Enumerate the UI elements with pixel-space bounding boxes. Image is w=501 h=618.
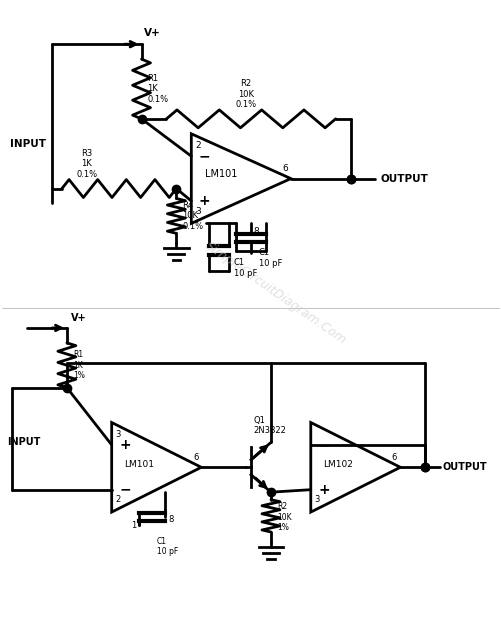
Text: −: − bbox=[318, 438, 329, 452]
Text: LM101: LM101 bbox=[124, 460, 154, 469]
Text: 3: 3 bbox=[195, 207, 200, 216]
Text: 3: 3 bbox=[115, 430, 121, 439]
Text: 1: 1 bbox=[233, 234, 239, 243]
Text: 8: 8 bbox=[168, 515, 173, 523]
Text: R1
1K
1%: R1 1K 1% bbox=[73, 350, 85, 380]
Text: 6: 6 bbox=[390, 454, 396, 462]
Text: 1: 1 bbox=[131, 521, 136, 530]
Text: C1
10 pF: C1 10 pF bbox=[157, 537, 178, 556]
Text: R3
1K
0.1%: R3 1K 0.1% bbox=[76, 149, 97, 179]
Text: INPUT: INPUT bbox=[10, 139, 46, 149]
Text: V+: V+ bbox=[71, 313, 86, 323]
Text: OUTPUT: OUTPUT bbox=[442, 462, 486, 472]
Text: C1
10 pF: C1 10 pF bbox=[258, 248, 282, 268]
Text: Q1
2N3822: Q1 2N3822 bbox=[253, 415, 286, 435]
Text: +: + bbox=[318, 483, 329, 497]
Text: V+: V+ bbox=[144, 28, 160, 38]
Text: INPUT: INPUT bbox=[7, 438, 41, 447]
Text: R2
10K
0.1%: R2 10K 0.1% bbox=[235, 79, 256, 109]
Text: −: − bbox=[198, 149, 210, 163]
Text: C1
10 pF: C1 10 pF bbox=[233, 258, 257, 277]
Text: R1
1K
0.1%: R1 1K 0.1% bbox=[147, 74, 168, 104]
Text: +: + bbox=[198, 194, 210, 208]
Text: 6: 6 bbox=[193, 454, 198, 462]
Text: SimpleCircuitDiagram.Com: SimpleCircuitDiagram.Com bbox=[202, 239, 348, 347]
Text: R2
10K
1%: R2 10K 1% bbox=[277, 502, 291, 532]
Text: LM102: LM102 bbox=[323, 460, 352, 469]
Text: 2: 2 bbox=[115, 494, 121, 504]
Text: +: + bbox=[119, 438, 130, 452]
Text: 6: 6 bbox=[282, 164, 288, 172]
Text: LM101: LM101 bbox=[204, 169, 237, 179]
Text: OUTPUT: OUTPUT bbox=[380, 174, 427, 184]
Text: R4
10K
0.1%: R4 10K 0.1% bbox=[182, 201, 203, 231]
Text: 8: 8 bbox=[253, 227, 259, 236]
Text: 3: 3 bbox=[314, 494, 320, 504]
Text: −: − bbox=[119, 483, 130, 497]
Text: 2: 2 bbox=[195, 142, 200, 150]
